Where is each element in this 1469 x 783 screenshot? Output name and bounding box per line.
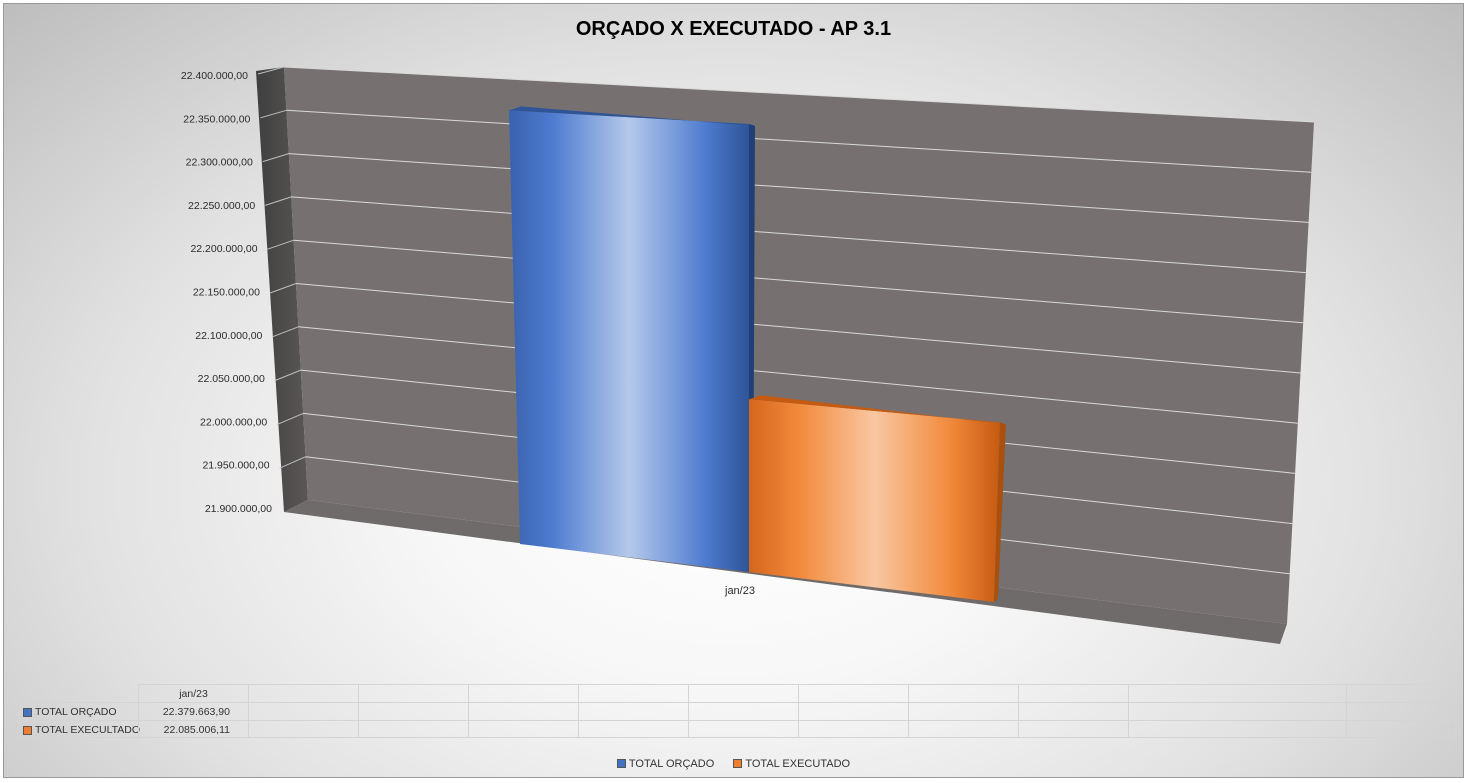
y-tick-label: 21.900.000,00 — [205, 503, 272, 515]
chart-title: ORÇADO X EXECUTADO - AP 3.1 — [575, 18, 892, 40]
data-table: jan/23 TOTAL ORÇADO 22.379.663,90 — [18, 684, 1456, 740]
data-table-row: TOTAL EXECULTADO 22.085.006,11 — [18, 720, 1456, 738]
legend-swatch-icon — [733, 759, 743, 768]
data-table-empty-cell — [358, 684, 468, 702]
data-table-empty-cell — [578, 702, 688, 720]
y-tick-label: 22.300.000,00 — [186, 157, 253, 169]
legend-label: TOTAL ORÇADO — [628, 758, 715, 770]
data-table-header-row: jan/23 — [18, 684, 1456, 702]
legend-label: TOTAL EXECUTADO — [745, 758, 851, 770]
data-table-empty-cell — [908, 702, 1018, 720]
data-table-empty-cell — [248, 702, 358, 720]
chart-area: ORÇADO X EXECUTADO - AP 3.1 — [3, 3, 1464, 778]
data-table-empty-cell — [1346, 720, 1456, 738]
legend-swatch-icon — [616, 759, 626, 768]
gridline — [295, 283, 1301, 374]
side-gridline — [265, 196, 292, 206]
bar-top-face — [749, 395, 1006, 425]
y-tick-label: 22.000.000,00 — [200, 416, 267, 428]
data-table-series-label: TOTAL ORÇADO — [35, 706, 117, 718]
data-table-empty-cell — [468, 702, 578, 720]
data-table-empty-cell — [1018, 702, 1128, 720]
gridline — [298, 326, 1298, 424]
side-gridline — [277, 412, 304, 425]
data-table-empty-cell — [1128, 702, 1346, 720]
data-table-series-name: TOTAL ORÇADO — [18, 702, 138, 720]
data-table-empty-cell — [578, 684, 688, 702]
y-tick-label: 22.200.000,00 — [190, 243, 257, 255]
data-table-empty-cell — [358, 702, 468, 720]
y-tick-label: 22.250.000,00 — [188, 200, 255, 212]
gridline — [291, 196, 1306, 274]
data-table-empty-cell — [1128, 720, 1346, 738]
data-table-empty-cell — [358, 720, 468, 738]
y-tick-label: 22.100.000,00 — [195, 330, 262, 342]
y-tick-label: 22.350.000,00 — [183, 113, 250, 125]
series-key-icon — [23, 708, 32, 717]
data-table-empty-cell — [798, 702, 908, 720]
data-table-empty-cell — [468, 720, 578, 738]
bar-total-executado[interactable] — [749, 399, 1000, 602]
data-table-value: 22.379.663,90 — [138, 702, 248, 720]
data-table-empty-cell — [578, 720, 688, 738]
data-table-row: TOTAL ORÇADO 22.379.663,90 — [18, 702, 1456, 720]
gridline — [286, 109, 1312, 173]
data-table-empty-cell — [1018, 684, 1128, 702]
y-tick-label: 22.400.000,00 — [181, 70, 248, 82]
data-table-empty-cell — [1346, 684, 1456, 702]
legend: TOTAL ORÇADO TOTAL EXECUTADO — [4, 758, 1463, 770]
y-tick-label: 22.050.000,00 — [198, 373, 265, 385]
data-table-empty-cell — [468, 684, 578, 702]
side-gridline — [267, 239, 294, 250]
bar-top-face — [509, 106, 755, 126]
y-tick-label: 21.950.000,00 — [202, 460, 269, 472]
data-table-empty-cell — [798, 684, 908, 702]
data-table-empty-cell — [248, 684, 358, 702]
side-gridline — [274, 369, 301, 382]
y-tick-label: 22.150.000,00 — [193, 287, 260, 299]
data-table-empty-cell — [688, 720, 798, 738]
series-key-icon — [23, 726, 32, 735]
data-table-empty-cell — [1018, 720, 1128, 738]
data-table-series-label: TOTAL EXECULTADO — [35, 724, 141, 736]
side-gridline — [272, 326, 299, 338]
gridline — [288, 153, 1309, 223]
data-table-empty-cell — [1128, 684, 1346, 702]
data-table-empty-cell — [688, 684, 798, 702]
data-table-empty-cell — [798, 720, 908, 738]
legend-item[interactable]: TOTAL ORÇADO — [616, 758, 715, 770]
bar-total-orcado[interactable] — [509, 110, 749, 572]
side-gridline — [279, 456, 306, 469]
side-gridline — [257, 66, 285, 75]
data-table-value: 22.085.006,11 — [138, 720, 248, 738]
x-tick-label: jan/23 — [724, 585, 755, 597]
side-wall — [256, 67, 308, 512]
legend-item[interactable]: TOTAL EXECUTADO — [733, 758, 850, 770]
side-gridline — [260, 109, 287, 119]
data-table-header-cell: jan/23 — [138, 684, 248, 702]
side-gridline — [262, 153, 289, 163]
data-table-empty-cell — [908, 684, 1018, 702]
gridline — [283, 66, 1315, 123]
data-table-empty-cell — [688, 702, 798, 720]
gridline — [293, 239, 1304, 324]
data-table-empty-cell — [908, 720, 1018, 738]
bar-side-face — [994, 422, 1006, 602]
side-gridline — [269, 283, 297, 294]
data-table-series-name: TOTAL EXECULTADO — [18, 720, 141, 738]
plot-area: 21.900.000,00 21.950.000,00 22.000.000,00 2… — [181, 66, 1315, 644]
data-table-empty-cell — [248, 720, 358, 738]
data-table-empty-cell — [1346, 702, 1456, 720]
